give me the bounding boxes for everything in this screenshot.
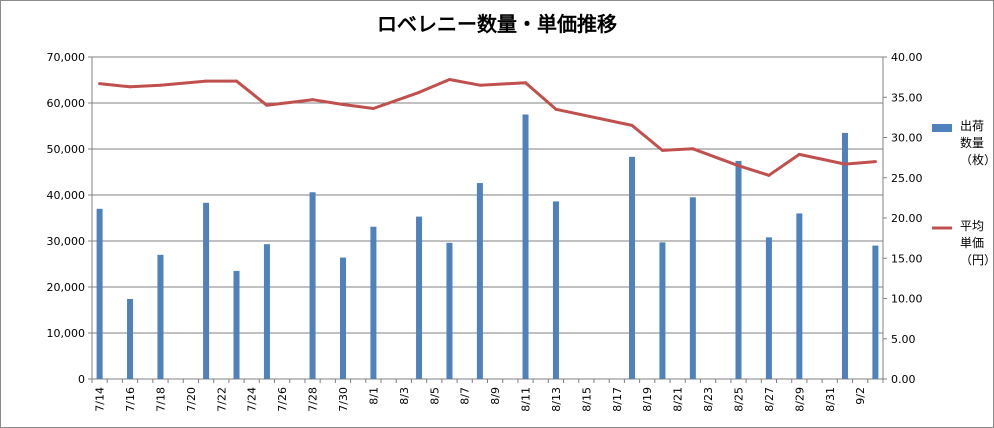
x-tick-label: 9/2 (854, 387, 867, 405)
line-point (843, 162, 847, 166)
bar (446, 242, 453, 379)
y-left-tick-label: 20,000 (47, 281, 86, 294)
x-tick-label: 8/13 (550, 387, 563, 412)
bar (689, 197, 696, 379)
bar (370, 226, 377, 379)
line-point (554, 107, 558, 111)
y-left-tick-label: 70,000 (47, 51, 86, 64)
y-left-tick-label: 0 (78, 373, 85, 386)
x-tick-label: 7/24 (246, 387, 259, 412)
bar (476, 183, 483, 379)
bar (552, 201, 559, 379)
legend-label: 出荷 (960, 119, 984, 133)
x-tick-label: 7/14 (94, 387, 107, 412)
bar (796, 213, 803, 379)
x-tick-label: 7/26 (276, 387, 289, 412)
y-left-tick-label: 60,000 (47, 97, 86, 110)
line-point (265, 103, 269, 107)
x-tick-label: 8/9 (489, 387, 502, 405)
x-tick-label: 8/25 (732, 387, 745, 412)
y-right-tick-label: 25.00 (891, 172, 923, 185)
y-left-tick-label: 40,000 (47, 189, 86, 202)
line-point (311, 98, 315, 102)
x-tick-label: 8/5 (428, 387, 441, 405)
bar (263, 244, 270, 379)
y-right-tick-label: 20.00 (891, 212, 923, 225)
bar (416, 216, 423, 379)
x-tick-label: 8/27 (763, 387, 776, 412)
bar (203, 202, 210, 379)
line-point (478, 83, 482, 87)
bar (522, 114, 529, 379)
line-point (524, 81, 528, 85)
x-tick-label: 8/21 (672, 387, 685, 412)
x-tick-label: 8/29 (793, 387, 806, 412)
legend-marker-bar (932, 124, 952, 132)
y-right-tick-label: 10.00 (891, 293, 923, 306)
x-tick-label: 8/11 (520, 387, 533, 412)
x-tick-label: 7/20 (185, 387, 198, 412)
x-tick-label: 8/17 (611, 387, 624, 412)
bar (96, 208, 103, 379)
line-point (158, 83, 162, 87)
x-tick-label: 7/22 (215, 387, 228, 412)
x-tick-label: 8/7 (459, 387, 472, 405)
line-point (371, 107, 375, 111)
bar (629, 156, 636, 379)
legend-label: 数量 (960, 135, 984, 150)
x-tick-label: 8/15 (580, 387, 593, 412)
line-point (630, 123, 634, 127)
legend-label: （円） (960, 253, 994, 267)
line-point (98, 82, 102, 86)
x-tick-label: 8/31 (824, 387, 837, 412)
line-point (447, 78, 451, 82)
y-left-tick-label: 10,000 (47, 327, 86, 340)
bar (841, 132, 848, 379)
x-tick-label: 8/23 (702, 387, 715, 412)
bar (659, 242, 666, 379)
y-right-tick-label: 15.00 (891, 252, 923, 265)
line-point (204, 79, 208, 83)
bar (872, 245, 879, 379)
y-left-tick-label: 30,000 (47, 235, 86, 248)
bar (157, 254, 164, 379)
x-tick-label: 7/30 (337, 387, 350, 412)
bar (735, 160, 742, 379)
line-point (341, 102, 345, 106)
line-point (736, 164, 740, 168)
chart-title: ロベレニー数量・単価推移 (377, 12, 617, 36)
line-point (128, 85, 132, 89)
line-point (873, 160, 877, 164)
line-point (797, 152, 801, 156)
line-point (417, 90, 421, 94)
line-point (767, 173, 771, 177)
y-right-tick-label: 5.00 (891, 333, 916, 346)
bar (339, 257, 346, 379)
y-right-tick-label: 40.00 (891, 51, 923, 64)
bar (127, 298, 134, 379)
x-tick-label: 7/28 (307, 387, 320, 412)
line-point (660, 148, 664, 152)
y-right-tick-label: 35.00 (891, 91, 923, 104)
x-tick-label: 7/18 (154, 387, 167, 412)
x-tick-label: 8/19 (641, 387, 654, 412)
x-tick-label: 8/1 (367, 387, 380, 405)
x-tick-label: 7/16 (124, 387, 137, 412)
bar (309, 192, 316, 379)
legend-label: 平均 (960, 219, 984, 233)
line-point (691, 147, 695, 151)
bar (233, 270, 240, 379)
y-left-tick-label: 50,000 (47, 143, 86, 156)
legend-label: （枚） (960, 152, 994, 167)
x-tick-label: 8/3 (398, 387, 411, 405)
bar (765, 237, 772, 379)
series-line (99, 78, 876, 177)
legend-label: 単価 (960, 236, 984, 250)
y-right-tick-label: 0.00 (891, 373, 916, 386)
y-right-tick-label: 30.00 (891, 132, 923, 145)
line-point (235, 79, 239, 83)
